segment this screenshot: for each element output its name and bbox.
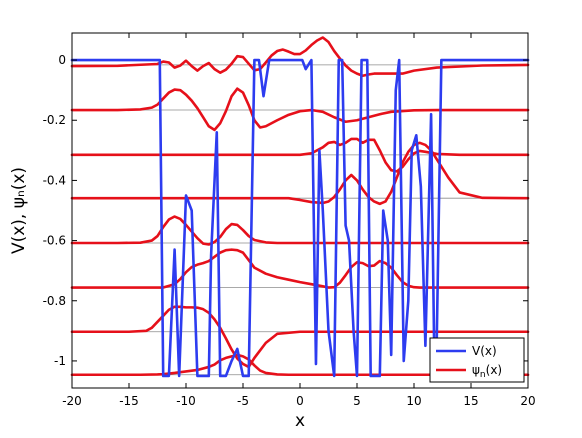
y-tick-label-1: -0.2 (43, 113, 66, 127)
y-tick-label-5: -1 (54, 354, 66, 368)
series-line-0 (70, 36, 530, 78)
series-line-2 (70, 137, 530, 173)
series-line-8 (70, 58, 530, 378)
series-line-4 (70, 215, 530, 246)
x-tick-label-6: 10 (406, 394, 421, 408)
y-axis-label: V(x), ψₙ(x) (9, 167, 29, 254)
y-tick-label-2: -0.4 (43, 173, 66, 187)
legend-label-1: ψn(x) (472, 363, 502, 380)
ticks: -20 -15 -10 -5 0 5 10 15 20 0 -0.2 -0.4 -0.6 -0.8 -1 (43, 33, 536, 408)
x-tick-label-2: -10 (176, 394, 196, 408)
x-tick-label-7: 15 (463, 394, 478, 408)
x-tick-label-5: 5 (353, 394, 361, 408)
series-layer (70, 36, 530, 378)
y-tick-label-4: -0.8 (43, 294, 66, 308)
x-tick-label-4: 0 (296, 394, 304, 408)
x-tick-label-0: -20 (62, 394, 82, 408)
x-tick-label-3: -5 (237, 394, 249, 408)
x-tick-label-1: -15 (119, 394, 139, 408)
plot-frame (71, 32, 529, 389)
x-axis-label: x (295, 411, 305, 431)
legend-label-0: V(x) (472, 344, 497, 358)
legend-box (429, 337, 525, 383)
series-line-3 (70, 141, 530, 206)
series-line-5 (70, 248, 530, 289)
series-line-1 (70, 87, 530, 132)
x-tick-label-8: 20 (520, 394, 535, 408)
legend: V(x) ψn(x) (429, 337, 525, 383)
y-tick-label-3: -0.6 (43, 234, 66, 248)
y-tick-label-0: 0 (58, 53, 66, 67)
